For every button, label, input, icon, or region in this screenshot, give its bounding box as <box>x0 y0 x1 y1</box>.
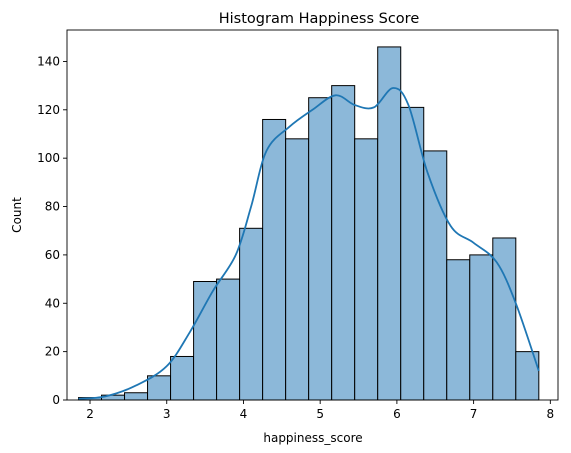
histogram-bar <box>400 106 425 401</box>
x-axis: 2 3 4 5 6 7 8 <box>86 400 554 421</box>
x-tick-label: 4 <box>240 407 248 421</box>
histogram-bar <box>469 254 494 401</box>
histogram-bar <box>308 97 333 401</box>
chart-title: Histogram Happiness Score <box>219 11 420 27</box>
y-tick-label: 40 <box>45 296 60 310</box>
y-tick-label: 20 <box>45 345 60 359</box>
histogram-bar <box>354 138 379 401</box>
x-tick-label: 2 <box>86 407 94 421</box>
histogram-bar <box>193 281 218 401</box>
histogram-bar <box>285 138 310 401</box>
y-axis-label: Count <box>10 197 24 233</box>
histogram-bar <box>170 355 195 401</box>
y-tick-label: 140 <box>37 54 60 68</box>
histogram-bar <box>239 227 264 401</box>
y-tick-label: 60 <box>45 248 60 262</box>
bars-layer <box>78 46 540 401</box>
x-tick-label: 3 <box>163 407 171 421</box>
kde-curve <box>78 87 540 400</box>
x-axis-label: happiness_score <box>263 431 362 445</box>
histogram-bar <box>216 278 241 401</box>
histogram-bar <box>262 118 287 401</box>
histogram-bar <box>446 259 471 401</box>
histogram-bar <box>147 375 172 401</box>
y-axis: 0 20 40 60 80 100 120 140 <box>37 54 67 407</box>
y-tick-label: 0 <box>52 393 60 407</box>
histogram-bar <box>331 85 356 401</box>
y-tick-label: 120 <box>37 103 60 117</box>
histogram-bar <box>124 392 149 401</box>
y-tick-label: 100 <box>37 151 60 165</box>
x-tick-label: 6 <box>393 407 401 421</box>
x-tick-label: 7 <box>470 407 478 421</box>
plot-frame <box>66 29 559 401</box>
y-tick-label: 80 <box>45 200 60 214</box>
x-tick-label: 8 <box>547 407 555 421</box>
x-tick-label: 5 <box>316 407 324 421</box>
histogram-bar <box>423 150 448 401</box>
